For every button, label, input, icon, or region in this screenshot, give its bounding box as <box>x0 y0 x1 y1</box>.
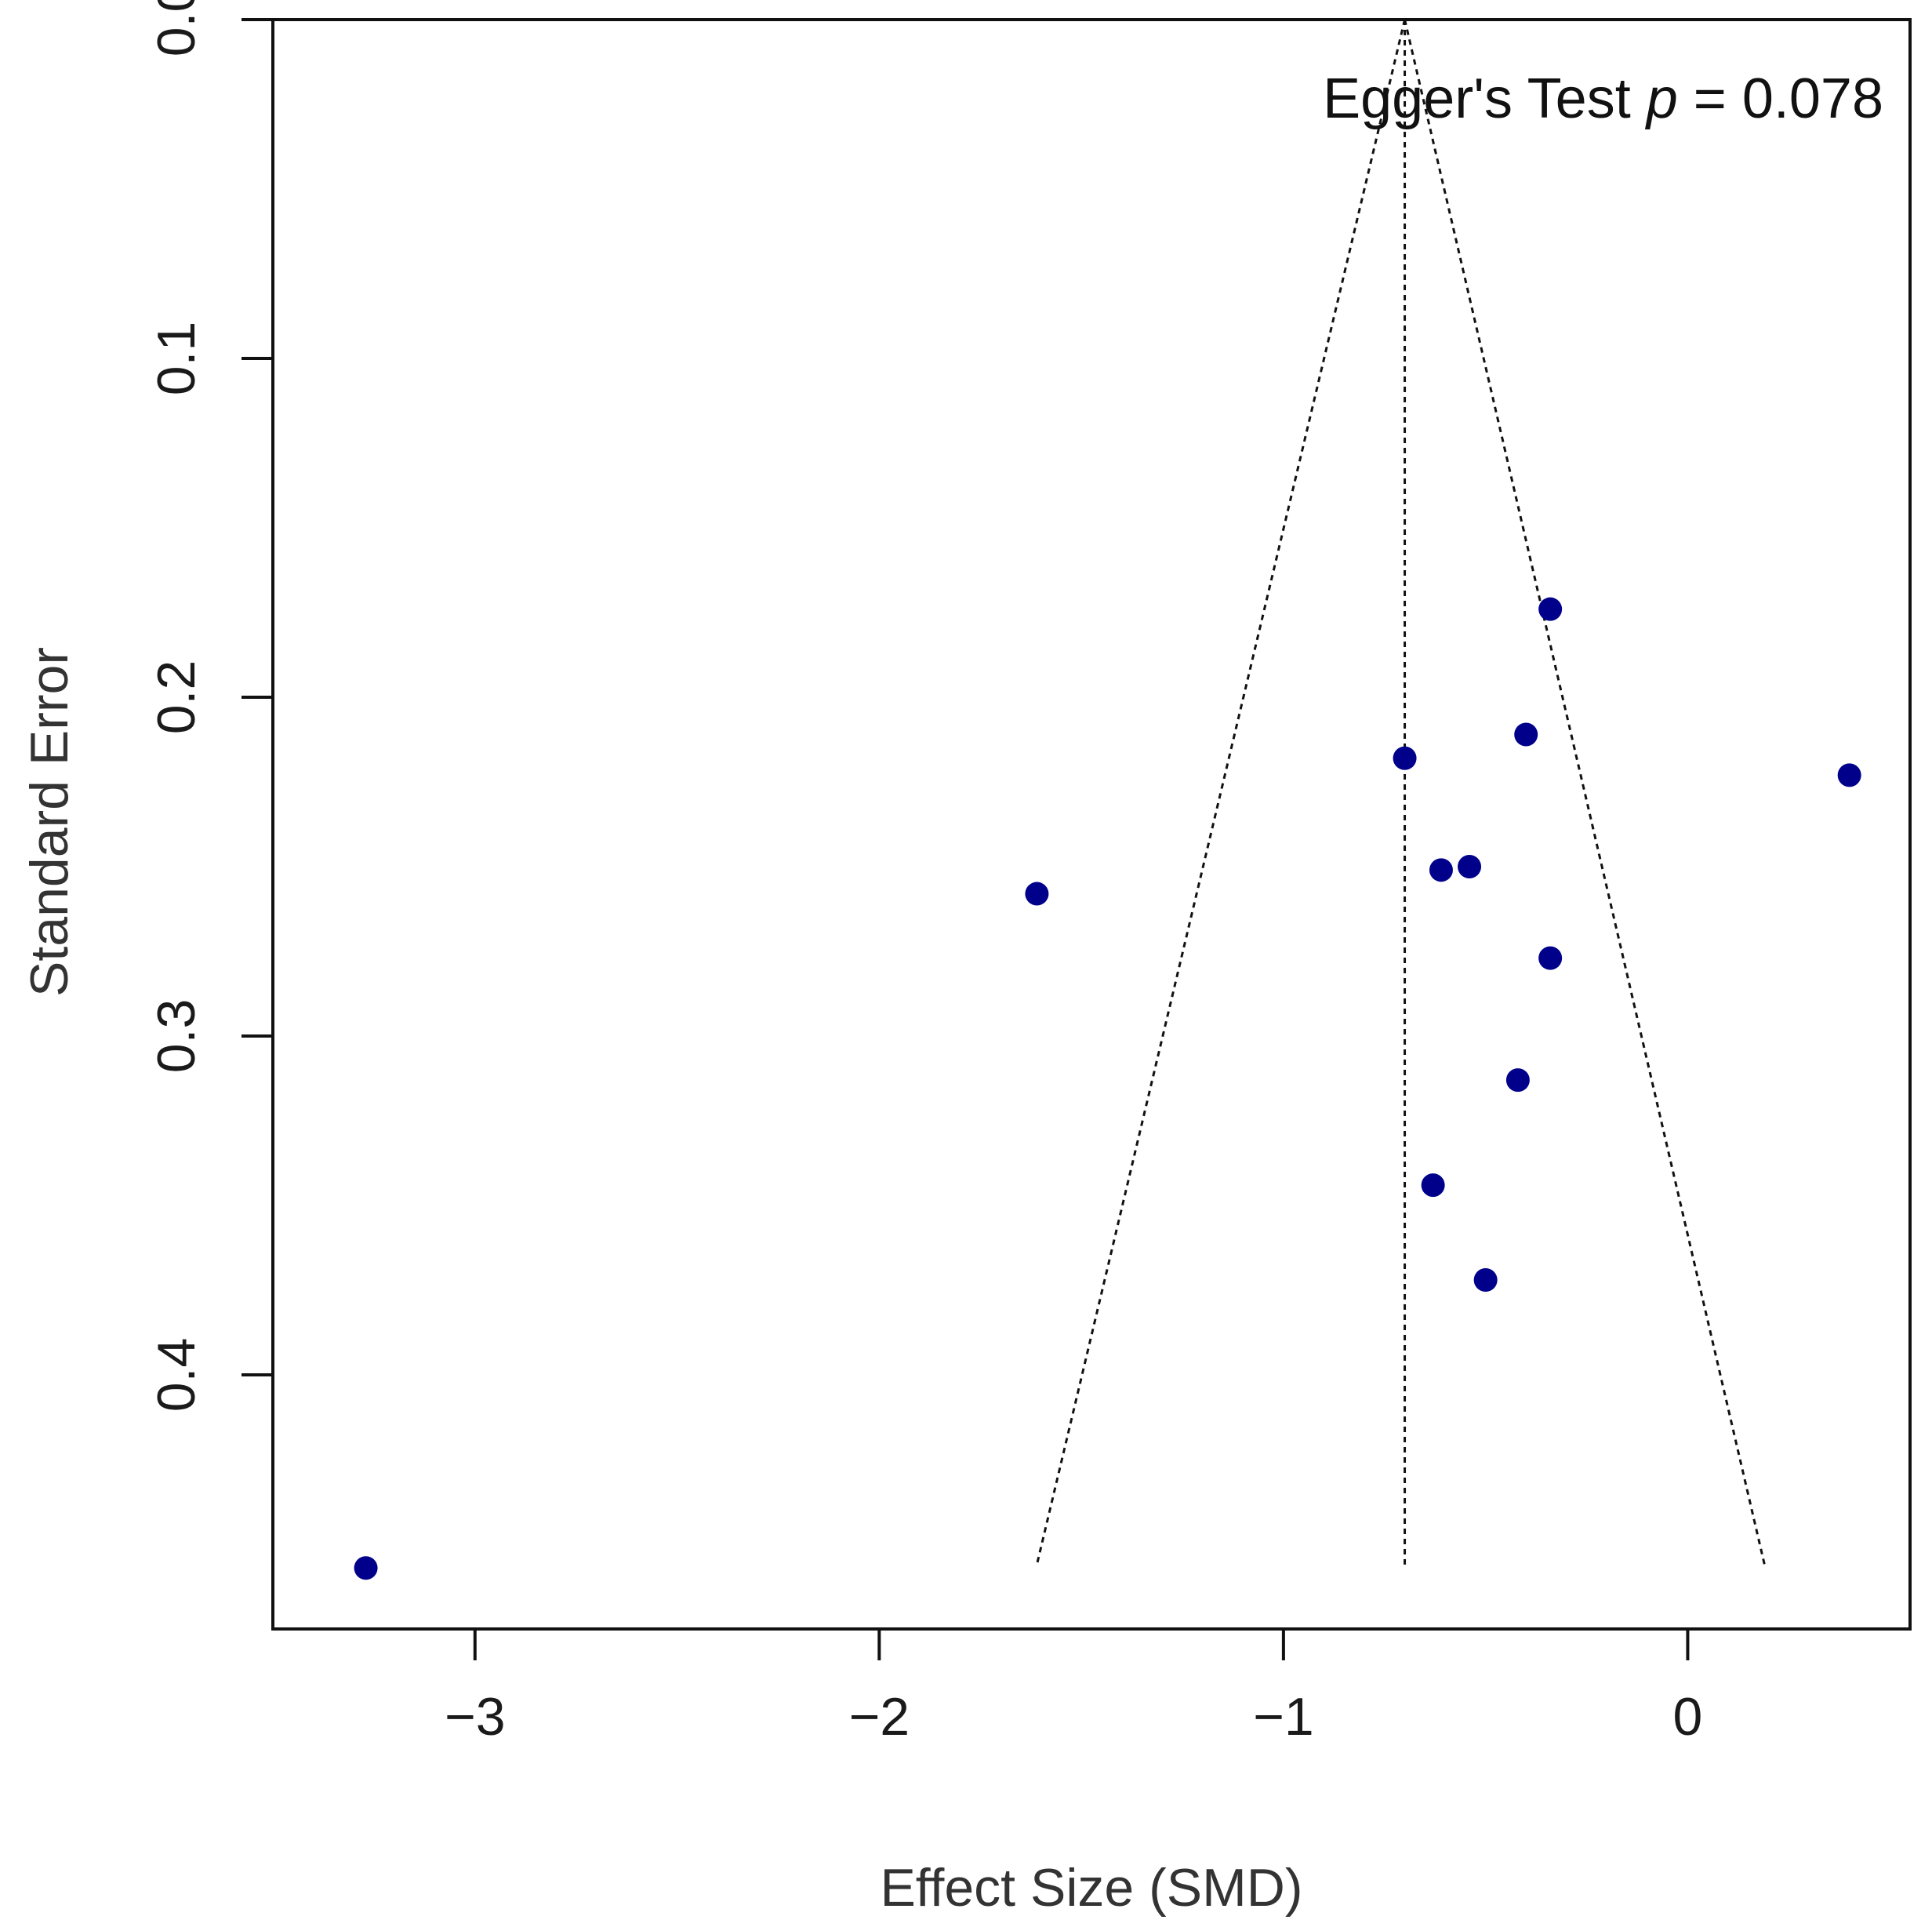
egger-test-annotation: Egger's Test p = 0.078 <box>1323 67 1883 130</box>
data-point <box>1458 855 1482 878</box>
y-tick-label: 0.3 <box>147 999 206 1074</box>
funnel-lines <box>1035 19 1766 1565</box>
x-axis-label: Effect Size (SMD) <box>880 1858 1302 1918</box>
x-tick-label: −1 <box>1253 1687 1314 1747</box>
data-points <box>354 597 1861 1580</box>
data-point <box>1473 1268 1498 1293</box>
x-axis: −3 −2 −1 0 <box>445 1629 1702 1747</box>
data-point <box>1421 1173 1445 1198</box>
data-point <box>1837 763 1861 787</box>
y-tick-label: 0.4 <box>147 1338 206 1413</box>
x-tick-label: −3 <box>445 1687 506 1747</box>
y-axis: 0.0 0.1 0.2 0.3 0.4 <box>147 0 273 1412</box>
data-point <box>1514 722 1538 747</box>
y-tick-label: 0.2 <box>147 660 206 735</box>
data-point <box>1505 1068 1530 1093</box>
x-tick-label: 0 <box>1673 1687 1703 1747</box>
egger-test-p-symbol: p <box>1645 67 1678 130</box>
plot-frame <box>271 18 1912 1631</box>
data-point <box>1538 597 1563 621</box>
y-tick-label: 0.1 <box>147 322 206 396</box>
y-axis-label: Standard Error <box>20 647 79 997</box>
data-point <box>1538 946 1563 970</box>
x-tick-label: −2 <box>849 1687 910 1747</box>
y-tick-label: 0.0 <box>147 0 206 56</box>
egger-test-value: = 0.078 <box>1678 67 1883 130</box>
data-point <box>1393 746 1417 770</box>
egger-test-prefix: Egger's Test <box>1323 67 1647 130</box>
data-point <box>1025 882 1049 906</box>
data-point <box>1429 858 1453 882</box>
data-point <box>354 1556 378 1580</box>
